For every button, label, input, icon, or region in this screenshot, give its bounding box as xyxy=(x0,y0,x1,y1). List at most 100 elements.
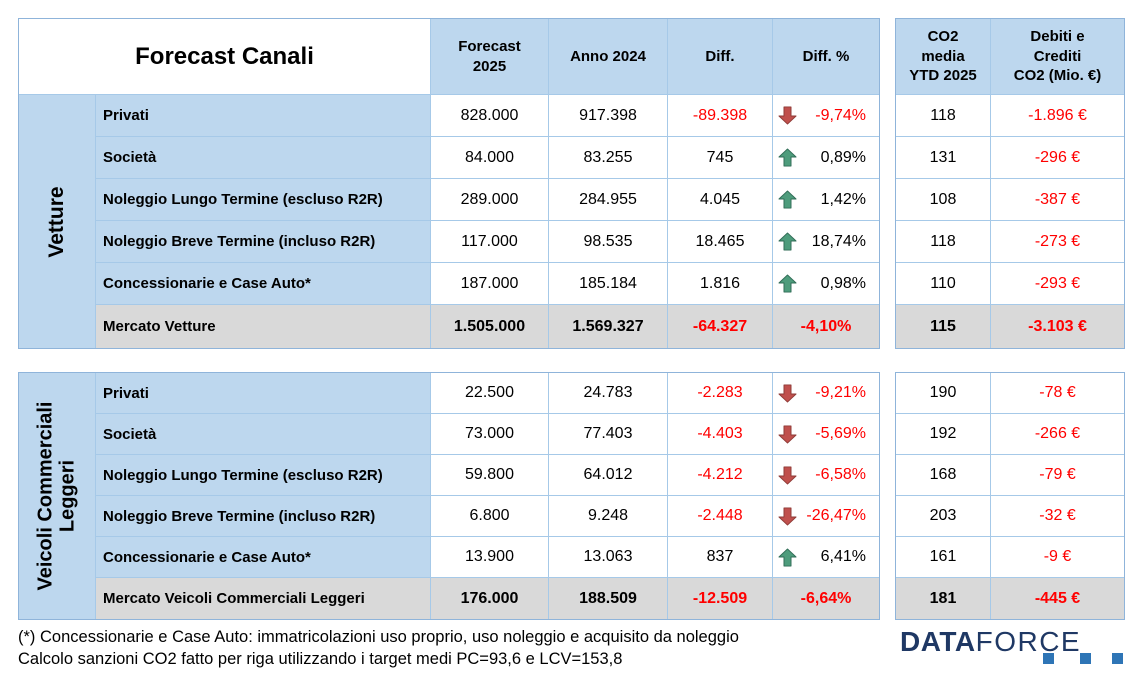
group-label-text: Veicoli Commerciali Leggeri xyxy=(34,401,79,591)
diff-pct-value: 0,89% xyxy=(820,148,866,166)
group-label: Veicoli Commerciali Leggeri xyxy=(19,373,96,619)
diff-pct-cell: -26,47% xyxy=(773,496,879,537)
co2-media-cell: 161 xyxy=(896,537,991,578)
vcl-co2-table: 190 -78 €192 -266 €168 -79 €203 -32 €161 -9 €… xyxy=(895,372,1125,620)
anno-2024-cell: 13.063 xyxy=(549,537,668,578)
logo-text-data: DATA xyxy=(900,626,976,657)
total-diff-cell: -12.509 xyxy=(668,578,773,619)
co2-credit-cell: -293 € xyxy=(991,263,1124,305)
diff-pct-cell: 6,41% xyxy=(773,537,879,578)
diff-cell: 18.465 xyxy=(668,221,773,263)
co2-credit-cell: -78 € xyxy=(991,373,1124,414)
total-row-label: Mercato Veicoli Commerciali Leggeri xyxy=(96,578,431,619)
anno-2024-cell: 9.248 xyxy=(549,496,668,537)
column-header: Anno 2024 xyxy=(549,19,668,95)
row-label: Società xyxy=(96,414,431,455)
diff-pct-value: -4,10% xyxy=(800,317,852,335)
co2-media-cell: 118 xyxy=(896,95,991,137)
diff-cell: 4.045 xyxy=(668,179,773,221)
row-label: Noleggio Breve Termine (incluso R2R) xyxy=(96,496,431,537)
trend-down-icon xyxy=(778,465,797,485)
forecast-2025-cell: 187.000 xyxy=(431,263,549,305)
column-header: Diff. xyxy=(668,19,773,95)
co2-media-cell: 131 xyxy=(896,137,991,179)
co2-credit-cell: -1.896 € xyxy=(991,95,1124,137)
total-co2-media-cell: 181 xyxy=(896,578,991,619)
diff-pct-value: -6,64% xyxy=(800,589,852,607)
total-row-label: Mercato Vetture xyxy=(96,305,431,348)
trend-up-icon xyxy=(778,232,797,251)
co2-media-cell: 190 xyxy=(896,373,991,414)
anno-2024-cell: 917.398 xyxy=(549,95,668,137)
row-label: Concessionarie e Case Auto* xyxy=(96,263,431,305)
trend-up-icon xyxy=(778,547,797,567)
co2-credit-cell: -79 € xyxy=(991,455,1124,496)
group-label: Vetture xyxy=(19,95,96,348)
co2-credit-cell: -266 € xyxy=(991,414,1124,455)
total-forecast-cell: 176.000 xyxy=(431,578,549,619)
forecast-2025-cell: 84.000 xyxy=(431,137,549,179)
co2-media-cell: 168 xyxy=(896,455,991,496)
diff-cell: -4.403 xyxy=(668,414,773,455)
diff-pct-value: -9,74% xyxy=(815,106,866,124)
co2-credit-cell: -32 € xyxy=(991,496,1124,537)
co2-credit-cell: -9 € xyxy=(991,537,1124,578)
logo-square xyxy=(1043,653,1054,664)
diff-pct-value: -5,69% xyxy=(815,425,866,442)
forecast-2025-cell: 22.500 xyxy=(431,373,549,414)
co2-credit-cell: -387 € xyxy=(991,179,1124,221)
total-co2-media-cell: 115 xyxy=(896,305,991,348)
trend-up-icon xyxy=(778,148,797,167)
anno-2024-cell: 284.955 xyxy=(549,179,668,221)
diff-pct-cell: -6,64% xyxy=(773,578,879,619)
co2-credit-column-header: Debiti e Crediti CO2 (Mio. €) xyxy=(991,19,1124,95)
diff-pct-value: 0,98% xyxy=(820,274,866,292)
group-label-text: Vetture xyxy=(45,185,69,258)
trend-down-icon xyxy=(778,383,797,403)
diff-pct-value: 18,74% xyxy=(811,232,866,250)
diff-pct-cell: -6,58% xyxy=(773,455,879,496)
co2-media-cell: 108 xyxy=(896,179,991,221)
diff-pct-cell: 1,42% xyxy=(773,179,879,221)
co2-credit-cell: -273 € xyxy=(991,221,1124,263)
total-diff-cell: -64.327 xyxy=(668,305,773,348)
diff-pct-value: 6,41% xyxy=(820,548,866,565)
diff-pct-cell: -4,10% xyxy=(773,305,879,348)
forecast-2025-cell: 828.000 xyxy=(431,95,549,137)
total-co2-credit-cell: -445 € xyxy=(991,578,1124,619)
forecast-2025-cell: 73.000 xyxy=(431,414,549,455)
diff-pct-cell: 0,98% xyxy=(773,263,879,305)
forecast-2025-cell: 117.000 xyxy=(431,221,549,263)
diff-cell: -2.448 xyxy=(668,496,773,537)
anno-2024-cell: 185.184 xyxy=(549,263,668,305)
forecast-2025-cell: 13.900 xyxy=(431,537,549,578)
vetture-table: Forecast Canali Forecast 2025 Anno 2024 Dif… xyxy=(18,18,880,349)
column-header: Diff. % xyxy=(773,19,879,95)
trend-up-icon xyxy=(778,190,797,209)
total-anno-cell: 188.509 xyxy=(549,578,668,619)
co2-media-cell: 110 xyxy=(896,263,991,305)
row-label: Concessionarie e Case Auto* xyxy=(96,537,431,578)
vcl-table: Veicoli Commerciali Leggeri Privati 22.500… xyxy=(18,372,880,620)
diff-cell: 745 xyxy=(668,137,773,179)
diff-pct-value: -26,47% xyxy=(806,507,866,524)
co2-media-cell: 118 xyxy=(896,221,991,263)
footnote-line-1: (*) Concessionarie e Case Auto: immatric… xyxy=(18,628,739,646)
footnotes: (*) Concessionarie e Case Auto: immatric… xyxy=(18,626,739,670)
logo-square xyxy=(1112,653,1123,664)
logo-square xyxy=(1080,653,1091,664)
diff-pct-value: -9,21% xyxy=(815,384,866,401)
diff-cell: 1.816 xyxy=(668,263,773,305)
diff-pct-value: 1,42% xyxy=(820,190,866,208)
diff-pct-cell: 0,89% xyxy=(773,137,879,179)
row-label: Privati xyxy=(96,95,431,137)
forecast-2025-cell: 6.800 xyxy=(431,496,549,537)
diff-pct-cell: -9,21% xyxy=(773,373,879,414)
report-title: Forecast Canali xyxy=(19,19,431,95)
trend-down-icon xyxy=(778,106,797,125)
trend-up-icon xyxy=(778,274,797,293)
co2-media-cell: 203 xyxy=(896,496,991,537)
co2-column-header: CO2 media YTD 2025 xyxy=(896,19,991,95)
vetture-co2-table: CO2 media YTD 2025 Debiti e Crediti CO2 (… xyxy=(895,18,1125,349)
